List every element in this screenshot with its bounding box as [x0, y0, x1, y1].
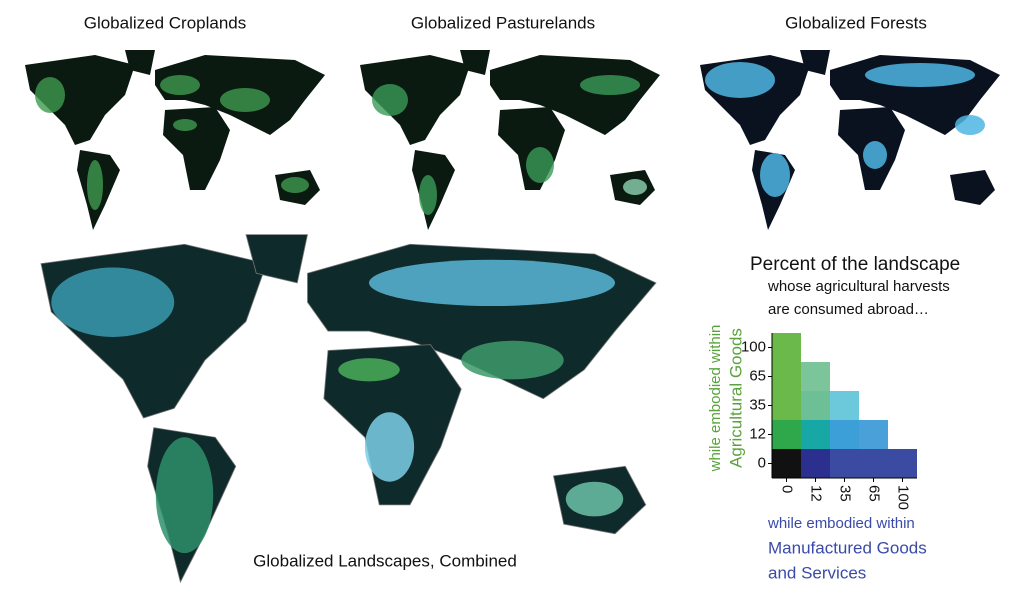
y-tick-label: 100 [741, 338, 766, 355]
y-tick-label: 12 [749, 425, 766, 442]
legend: 0 12 35 65 100 0 12 35 65 100 while embodied withi… [707, 325, 927, 583]
map-croplands [25, 50, 325, 230]
x-axis-label: while embodied within [767, 515, 915, 532]
legend-subtitle: whose agricultural harvests [767, 278, 950, 295]
y-tick-label: 0 [758, 454, 766, 471]
y-tick-label: 65 [749, 367, 766, 384]
legend-subtitle: are consumed abroad… [768, 301, 929, 318]
map-pasturelands [360, 50, 660, 230]
legend-cell [772, 333, 801, 362]
y-axis-label: Agricultural Goods [726, 328, 745, 468]
y-tick-label: 35 [749, 396, 766, 413]
legend-cell [772, 449, 801, 478]
legend-cell [772, 362, 801, 391]
legend-cell [801, 449, 830, 478]
legend-cell [859, 420, 888, 449]
y-axis-label: while embodied within [707, 325, 724, 473]
legend-cell [772, 420, 801, 449]
x-axis-label: Manufactured Goods [768, 538, 927, 557]
panel-title: Globalized Forests [785, 13, 927, 32]
legend-cell [830, 391, 859, 420]
map-combined [39, 233, 658, 584]
legend-cell [830, 420, 859, 449]
x-tick-label: 35 [837, 485, 854, 502]
x-tick-label: 0 [779, 485, 796, 493]
panel-title: Globalized Landscapes, Combined [253, 551, 517, 570]
x-tick-label: 65 [866, 485, 883, 502]
legend-cell [830, 449, 859, 478]
x-tick-label: 12 [808, 485, 825, 502]
legend-cell [859, 449, 888, 478]
x-tick-label: 100 [895, 485, 912, 510]
legend-cell [888, 449, 917, 478]
panel-title: Globalized Pasturelands [411, 13, 595, 32]
legend-cell [772, 391, 801, 420]
panel-title: Globalized Croplands [84, 13, 247, 32]
legend-title: Percent of the landscape [750, 254, 960, 275]
x-axis-label: and Services [768, 563, 866, 582]
map-forests [700, 50, 1000, 230]
legend-cell [801, 420, 830, 449]
legend-cell [801, 391, 830, 420]
legend-cell [801, 362, 830, 391]
